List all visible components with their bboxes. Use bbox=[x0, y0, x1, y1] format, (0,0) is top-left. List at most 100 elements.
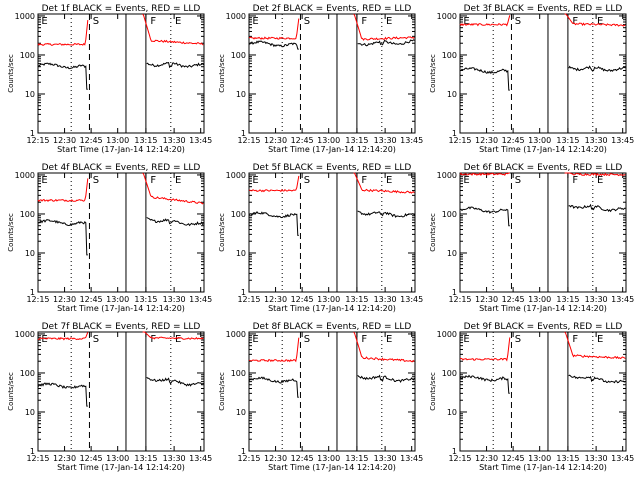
events-series-line bbox=[38, 219, 88, 256]
x-tick-label: 12:30 bbox=[53, 295, 76, 304]
y-tick-label: 10 bbox=[236, 408, 246, 417]
lld-series-line bbox=[564, 331, 626, 360]
events-series-line bbox=[146, 61, 204, 69]
x-tick-label: 12:30 bbox=[475, 136, 498, 145]
x-tick-label: 12:45 bbox=[80, 136, 103, 145]
events-series-line bbox=[146, 217, 204, 227]
y-tick-label: 1 bbox=[452, 129, 457, 138]
interval-marker: E bbox=[175, 175, 181, 186]
y-axis-label: Counts/sec bbox=[7, 213, 15, 252]
lld-series-line bbox=[353, 331, 415, 363]
x-tick-label: 13:15 bbox=[134, 454, 157, 463]
y-tick-label: 100 bbox=[442, 369, 457, 378]
y-tick-label: 100 bbox=[231, 369, 246, 378]
interval-marker: E bbox=[175, 16, 181, 27]
x-axis-label: Start Time (17-Jan-14 12:14:20) bbox=[479, 145, 607, 154]
x-tick-label: 13:30 bbox=[585, 454, 608, 463]
interval-marker: E bbox=[41, 16, 47, 27]
x-tick-label: 13:45 bbox=[189, 295, 212, 304]
x-tick-label: 12:30 bbox=[264, 454, 287, 463]
events-series-line bbox=[568, 203, 626, 213]
x-tick-label: 12:15 bbox=[237, 454, 260, 463]
interval-marker: F bbox=[361, 175, 367, 186]
events-series-line bbox=[357, 374, 415, 384]
x-axis-label: Start Time (17-Jan-14 12:14:20) bbox=[57, 145, 185, 154]
y-tick-label: 10 bbox=[447, 90, 457, 99]
interval-marker: E bbox=[41, 175, 47, 186]
y-tick-label: 1000 bbox=[226, 12, 246, 21]
y-tick-label: 100 bbox=[231, 210, 246, 219]
interval-marker: S bbox=[304, 16, 310, 27]
x-tick-label: 13:00 bbox=[317, 136, 340, 145]
interval-marker: E bbox=[597, 334, 603, 345]
x-tick-label: 13:45 bbox=[400, 136, 423, 145]
x-tick-label: 12:45 bbox=[502, 454, 525, 463]
y-tick-label: 10 bbox=[236, 249, 246, 258]
events-series-line bbox=[248, 211, 299, 236]
x-tick-label: 13:00 bbox=[106, 295, 129, 304]
plot-frame bbox=[37, 13, 205, 134]
interval-marker: S bbox=[304, 175, 310, 186]
panel-title: Det 9f BLACK = Events, RED = LLD bbox=[464, 322, 623, 332]
plot-frame bbox=[459, 13, 627, 134]
lld-series-line bbox=[142, 13, 204, 46]
y-tick-label: 1 bbox=[452, 288, 457, 297]
x-tick-label: 12:15 bbox=[448, 454, 471, 463]
x-tick-label: 13:15 bbox=[345, 454, 368, 463]
x-tick-label: 12:15 bbox=[237, 136, 260, 145]
interval-marker: E bbox=[41, 334, 47, 345]
interval-marker: E bbox=[386, 175, 392, 186]
y-tick-label: 100 bbox=[442, 210, 457, 219]
lld-series-line bbox=[353, 13, 415, 41]
x-tick-label: 13:00 bbox=[528, 454, 551, 463]
x-tick-label: 13:15 bbox=[556, 295, 579, 304]
interval-marker: F bbox=[572, 16, 578, 27]
x-tick-label: 13:00 bbox=[528, 295, 551, 304]
x-tick-label: 13:15 bbox=[556, 454, 579, 463]
y-tick-label: 1 bbox=[241, 288, 246, 297]
y-tick-label: 1000 bbox=[226, 171, 246, 180]
lld-series-line bbox=[353, 172, 415, 194]
y-tick-label: 1000 bbox=[15, 330, 35, 339]
y-tick-label: 1000 bbox=[15, 171, 35, 180]
panel-det-2: Det 2f BLACK = Events, RED = LLD 1 10 100 10… bbox=[218, 4, 423, 154]
x-tick-label: 12:15 bbox=[26, 295, 49, 304]
x-tick-label: 13:00 bbox=[528, 136, 551, 145]
plot-frame bbox=[37, 331, 205, 452]
plot-frame bbox=[459, 331, 627, 452]
interval-marker: E bbox=[463, 16, 469, 27]
interval-marker: F bbox=[572, 175, 578, 186]
interval-marker: F bbox=[572, 334, 578, 345]
interval-marker: E bbox=[175, 334, 181, 345]
x-tick-label: 13:15 bbox=[345, 136, 368, 145]
panel-det-7: Det 7f BLACK = Events, RED = LLD 1 10 100 10… bbox=[7, 322, 212, 472]
x-tick-label: 13:45 bbox=[400, 295, 423, 304]
events-series-line bbox=[459, 67, 510, 91]
x-tick-label: 13:00 bbox=[106, 454, 129, 463]
y-tick-label: 10 bbox=[447, 249, 457, 258]
interval-marker: E bbox=[597, 175, 603, 186]
lld-series-line bbox=[459, 15, 511, 27]
plot-frame bbox=[248, 13, 416, 134]
x-tick-label: 13:45 bbox=[189, 136, 212, 145]
x-tick-label: 12:45 bbox=[80, 295, 103, 304]
interval-marker: F bbox=[150, 16, 156, 27]
panel-det-5: Det 5f BLACK = Events, RED = LLD 1 10 100 10… bbox=[218, 163, 423, 313]
x-axis-label: Start Time (17-Jan-14 12:14:20) bbox=[268, 145, 396, 154]
x-tick-label: 13:45 bbox=[189, 454, 212, 463]
lld-series-line bbox=[142, 172, 204, 205]
lld-series-line bbox=[248, 18, 300, 40]
y-tick-label: 100 bbox=[20, 210, 35, 219]
y-tick-label: 1000 bbox=[437, 171, 457, 180]
events-series-line bbox=[459, 374, 510, 394]
x-tick-label: 13:15 bbox=[556, 136, 579, 145]
interval-marker: F bbox=[361, 16, 367, 27]
x-tick-label: 12:45 bbox=[291, 295, 314, 304]
x-tick-label: 12:45 bbox=[80, 454, 103, 463]
panel-title: Det 7f BLACK = Events, RED = LLD bbox=[42, 322, 201, 332]
lld-series-line bbox=[37, 178, 89, 202]
y-tick-label: 10 bbox=[25, 249, 35, 258]
interval-marker: S bbox=[93, 334, 99, 345]
x-tick-label: 12:15 bbox=[448, 136, 471, 145]
interval-marker: S bbox=[93, 16, 99, 27]
